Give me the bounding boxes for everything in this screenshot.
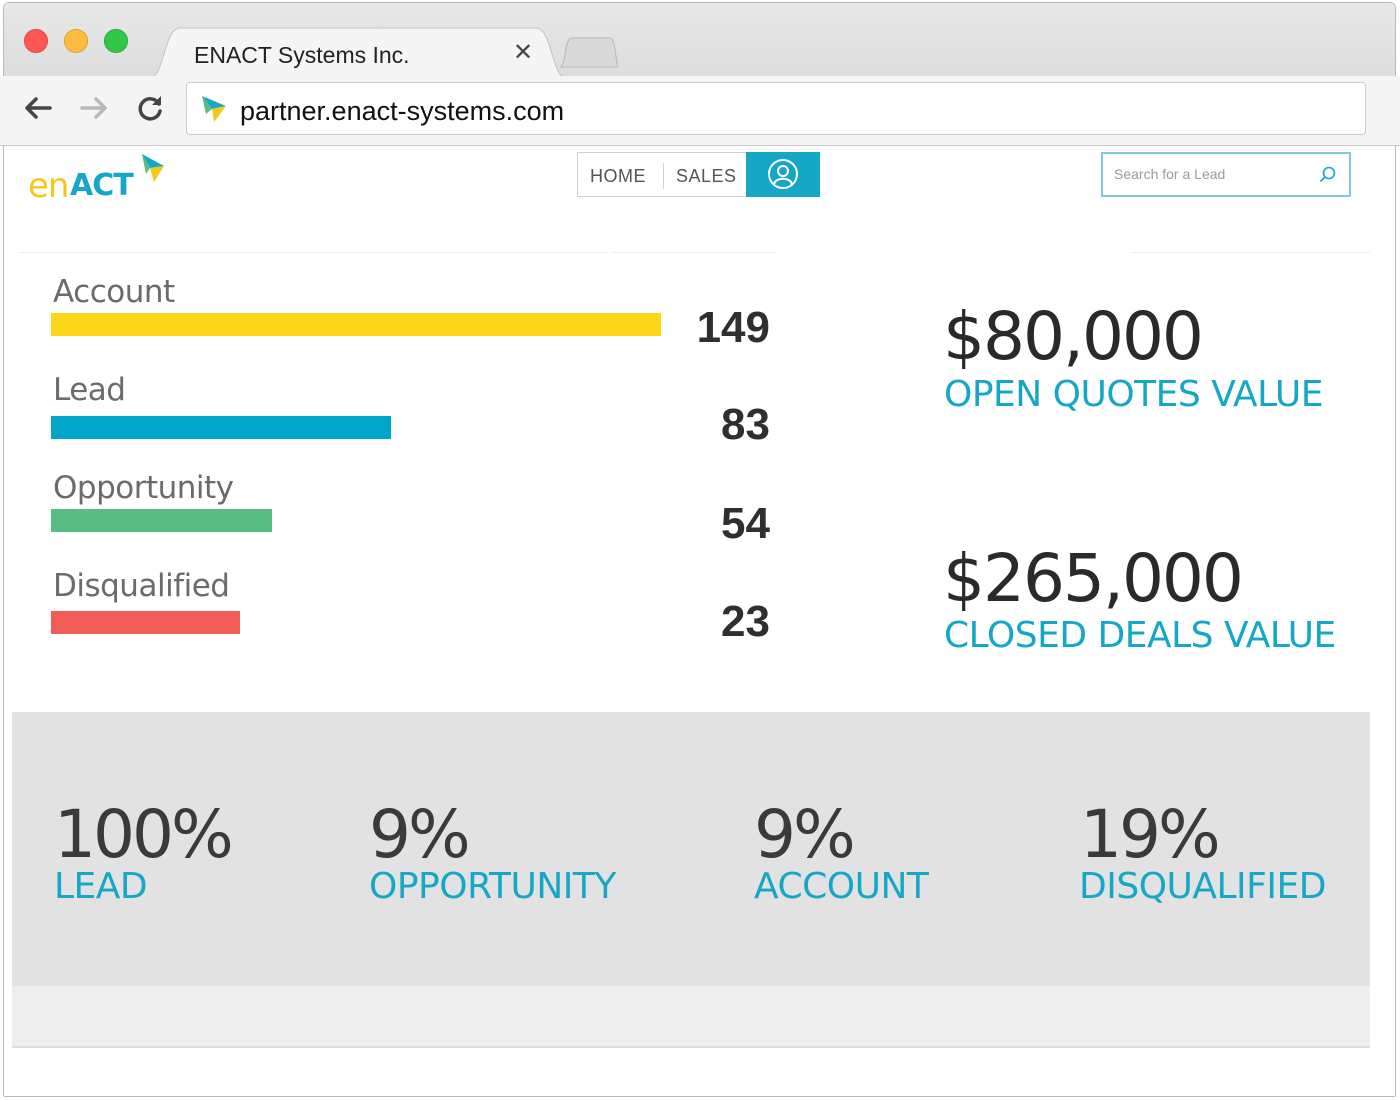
conversion-stats-panel [12, 712, 1370, 986]
logo-text-act: ACT [70, 168, 134, 203]
bar-lead [51, 416, 391, 439]
site-favicon-icon [202, 96, 226, 122]
stat-label-disqualified: DISQUALIFIED [1079, 866, 1326, 907]
tab-title: ENACT Systems Inc. [194, 42, 410, 68]
stat-value-lead: 100% [54, 796, 234, 873]
header-divider [612, 252, 776, 253]
enact-logo[interactable]: en ACT [28, 152, 168, 206]
address-bar[interactable] [186, 82, 1366, 135]
close-window-button[interactable] [24, 29, 48, 53]
bar-label-opportunity: Opportunity [53, 470, 234, 506]
closed-deals-label: CLOSED DEALS VALUE [944, 615, 1336, 656]
bar-label-lead: Lead [53, 372, 126, 408]
minimize-window-button[interactable] [64, 29, 88, 53]
tab-close-icon[interactable]: ✕ [512, 39, 534, 66]
logo-mark-icon [142, 154, 164, 182]
bar-label-account: Account [53, 274, 175, 310]
reload-icon[interactable] [134, 92, 166, 124]
stat-value-account: 9% [754, 796, 856, 873]
stat-label-lead: LEAD [54, 866, 148, 907]
bar-label-disqualified: Disqualified [53, 568, 230, 604]
bar-disqualified [51, 611, 240, 634]
logo-text-en: en [28, 166, 69, 206]
footer-band [12, 986, 1370, 1048]
bar-opportunity [51, 509, 272, 532]
search-icon[interactable] [1318, 165, 1338, 185]
lead-search-input[interactable] [1101, 152, 1351, 197]
new-tab-button[interactable] [558, 36, 620, 68]
closed-deals-value: $265,000 [943, 540, 1244, 617]
header-divider [1130, 252, 1370, 253]
open-quotes-value: $80,000 [943, 298, 1204, 375]
zoom-window-button[interactable] [104, 29, 128, 53]
forward-arrow-icon[interactable] [78, 92, 110, 124]
back-arrow-icon[interactable] [22, 92, 54, 124]
stat-label-account: ACCOUNT [754, 866, 929, 907]
count-account: 149 [696, 303, 770, 352]
nav-profile-button[interactable] [746, 152, 820, 197]
stat-label-opportunity: OPPORTUNITY [369, 866, 616, 907]
count-lead: 83 [721, 400, 770, 449]
open-quotes-label: OPEN QUOTES VALUE [944, 374, 1324, 415]
url-text[interactable]: partner.enact-systems.com [240, 96, 565, 126]
count-disqualified: 23 [721, 597, 770, 646]
lead-search-placeholder: Search for a Lead [1114, 166, 1226, 182]
header-divider [18, 252, 608, 253]
nav-sales[interactable]: SALES [676, 166, 737, 186]
active-tab[interactable] [150, 26, 566, 78]
nav-separator [663, 163, 664, 189]
user-icon [768, 159, 798, 189]
nav-home[interactable]: HOME [590, 166, 646, 186]
bar-account [51, 313, 661, 336]
stat-value-opportunity: 9% [369, 796, 471, 873]
stat-value-disqualified: 19% [1080, 796, 1221, 873]
count-opportunity: 54 [721, 499, 770, 548]
